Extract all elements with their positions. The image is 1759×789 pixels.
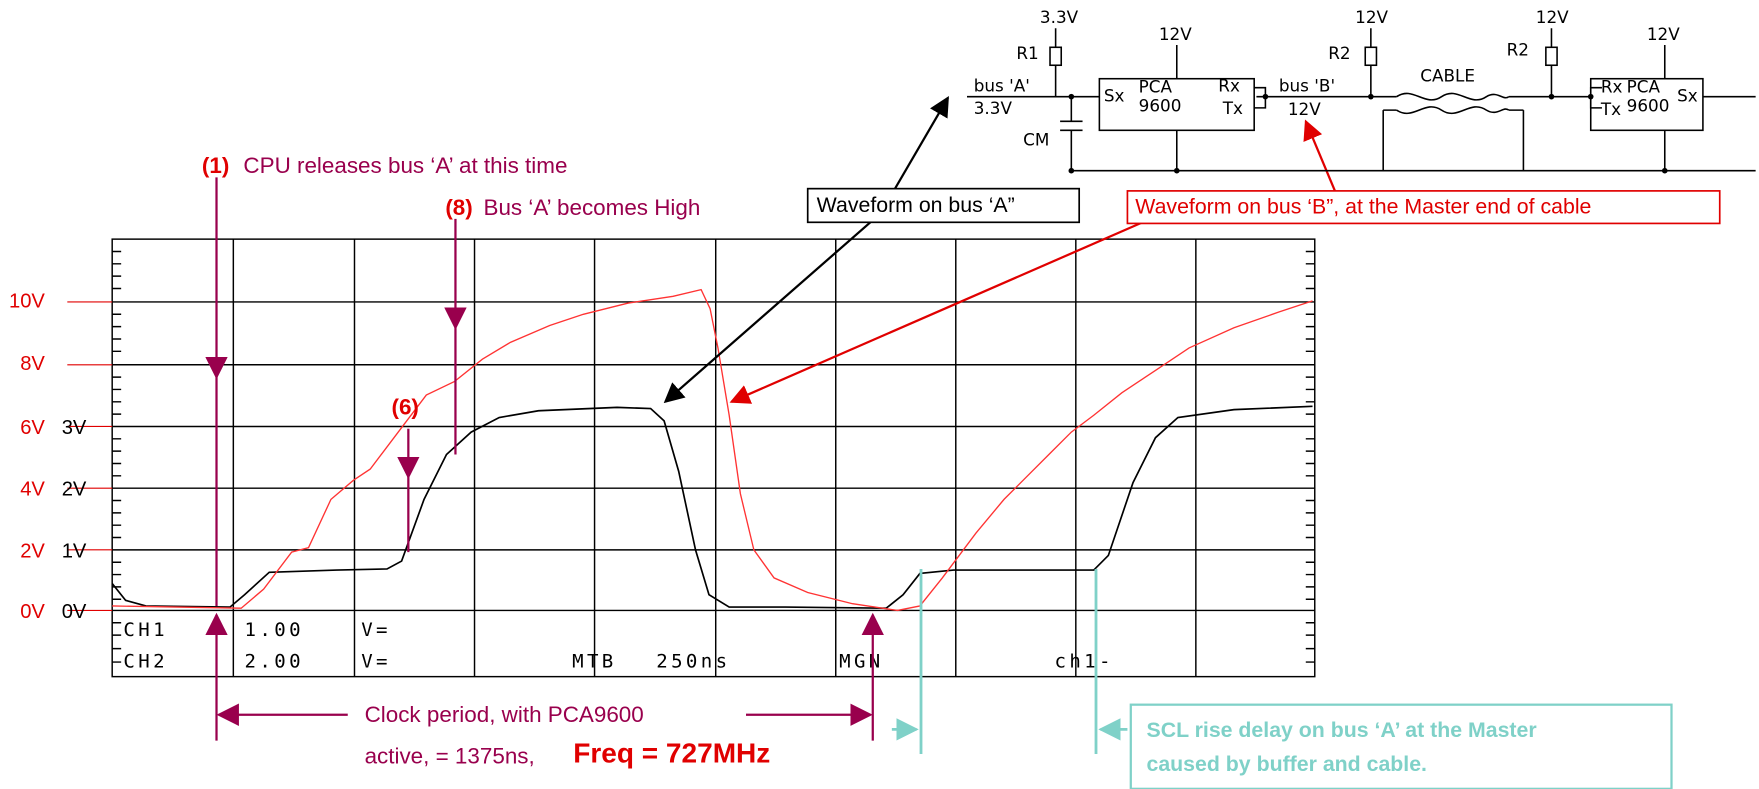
axis-label: 2V (20, 540, 45, 562)
scope-readout: CH2 (123, 651, 168, 673)
callout-text: Waveform on bus ‘B”, at the Master end o… (1135, 194, 1591, 218)
callout-arrow (731, 217, 1155, 402)
axis-label: 2V (62, 479, 87, 501)
circuit-label: Sx (1677, 86, 1698, 106)
annotation: Bus ‘A’ becomes High (484, 195, 701, 220)
circuit-label: Tx (1600, 99, 1621, 119)
scope-readout: V= (361, 651, 391, 673)
circuit-label: 3.3V (1040, 7, 1079, 27)
axis-label: 0V (62, 601, 87, 623)
annotation-highlight: Freq = 727MHz (573, 738, 770, 769)
circuit-label: R1 (1016, 43, 1038, 63)
annotation: Clock period, with PCA9600 (365, 702, 644, 727)
axis-label: 0V (20, 601, 45, 623)
step-number: (1) (202, 153, 229, 178)
circuit-label: 12V (1159, 24, 1192, 44)
step-number: (8) (445, 195, 472, 220)
circuit-label: CM (1023, 129, 1049, 149)
scope-readout: MTB (572, 651, 617, 673)
scope-grid (67, 239, 1314, 677)
scope-readout: 250ns (656, 651, 730, 673)
axis-label: 10V (9, 290, 45, 312)
circuit-label: R2 (1328, 43, 1350, 63)
circuit-label: Rx (1601, 77, 1623, 97)
circuit-label: 9600 (1627, 96, 1670, 116)
callout-text: Waveform on bus ‘A” (817, 193, 1015, 217)
annotation-arrows (217, 177, 873, 740)
axis-label: 4V (20, 479, 45, 501)
circuit-label: 12V (1355, 7, 1388, 27)
figure: 10V 8V 6V 4V 2V 0V 3V 2V 1V 0V CH1 1.00 … (0, 0, 1759, 789)
callout-arrow (665, 213, 880, 401)
circuit-label: 12V (1288, 99, 1321, 119)
axis-label: 8V (20, 353, 45, 375)
scope-readout: CH1 (123, 619, 168, 641)
circuit-label: 9600 (1139, 96, 1182, 116)
circuit-label: 12V (1647, 24, 1680, 44)
scope-readout: ch1- (1055, 651, 1114, 673)
circuit-label: Sx (1104, 86, 1125, 106)
circuit-label: PCA (1139, 77, 1173, 97)
circuit-label: PCA (1627, 77, 1661, 97)
scope-readout: 2.00 (245, 651, 304, 673)
step-number: (6) (392, 394, 419, 419)
circuit-label: 12V (1536, 7, 1569, 27)
axis-label: 1V (62, 540, 87, 562)
waveform-bus-a (112, 406, 1312, 608)
circuit-label: CABLE (1420, 65, 1475, 85)
annotation: caused by buffer and cable. (1146, 752, 1427, 776)
annotation: SCL rise delay on bus ‘A’ at the Master (1146, 718, 1536, 742)
annotation: CPU releases bus ‘A’ at this time (243, 153, 567, 178)
circuit-label: Rx (1218, 76, 1240, 96)
circuit-label: bus 'A' (974, 76, 1030, 96)
annotation: active, = 1375ns, (365, 743, 535, 768)
circuit-label: R2 (1507, 40, 1529, 60)
axis-label: 6V (20, 417, 45, 439)
circuit-label: Tx (1222, 98, 1243, 118)
axis-label: 3V (62, 417, 87, 439)
waveform-bus-b (112, 290, 1312, 611)
callout-arrow (1306, 121, 1335, 191)
scope-readout: MGN (839, 651, 884, 673)
circuit-label: 3.3V (974, 98, 1013, 118)
scope-readout: 1.00 (245, 619, 304, 641)
scope-readout: V= (361, 619, 391, 641)
circuit-label: bus 'B' (1279, 76, 1335, 96)
